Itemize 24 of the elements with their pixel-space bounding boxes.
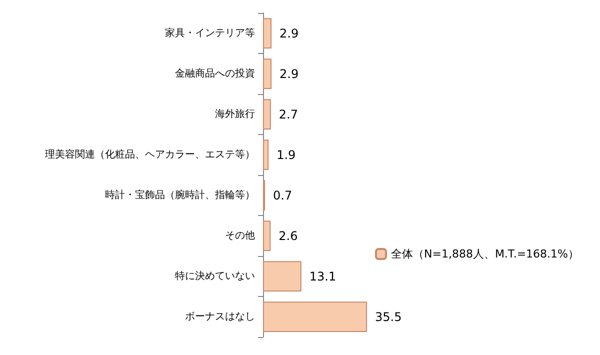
bar <box>263 18 272 48</box>
data-label: 2.7 <box>278 107 298 122</box>
y-tick-label: 金融商品への投資 <box>175 67 255 80</box>
bar <box>263 302 367 332</box>
bar <box>263 99 271 130</box>
y-tick-label: 海外旅行 <box>215 108 255 120</box>
data-label: 2.6 <box>278 228 298 243</box>
data-label: 35.5 <box>375 310 402 324</box>
legend-label: 全体（N=1,888人、M.T.=168.1%） <box>391 248 580 260</box>
bar <box>263 58 272 89</box>
y-tick-label: その他 <box>225 229 255 242</box>
y-tick-label: 時計・宝飾品（腕時計、指輪等） <box>105 188 255 201</box>
bar <box>263 261 302 292</box>
data-label: 0.7 <box>273 188 292 202</box>
bar <box>263 220 271 251</box>
data-label: 1.9 <box>276 148 296 162</box>
y-tick-label: 家具・インテリア等 <box>165 26 255 39</box>
data-label: 13.1 <box>309 269 336 284</box>
data-label: 2.9 <box>279 66 299 81</box>
bar <box>263 140 269 170</box>
y-tick-label: ボーナスはなし <box>185 311 255 322</box>
y-tick-label: 理美容関連（化粧品、ヘアカラー、エステ等） <box>45 148 255 160</box>
data-label: 2.9 <box>279 26 299 40</box>
y-tick-label: 特に決めていない <box>175 270 255 282</box>
